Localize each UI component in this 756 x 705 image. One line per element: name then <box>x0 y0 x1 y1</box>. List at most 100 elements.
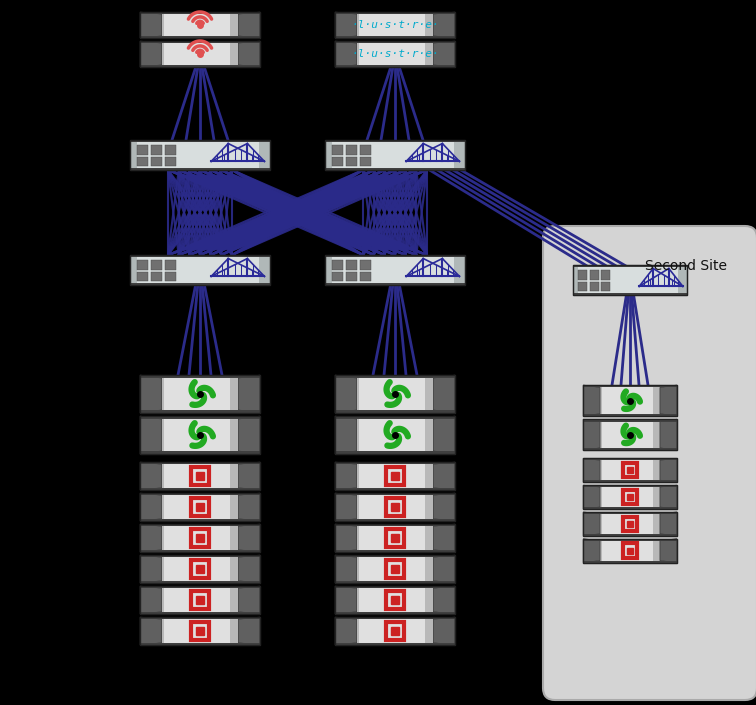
FancyBboxPatch shape <box>140 581 260 583</box>
FancyBboxPatch shape <box>627 521 633 527</box>
Polygon shape <box>583 419 600 450</box>
FancyBboxPatch shape <box>335 410 455 413</box>
Polygon shape <box>238 462 260 490</box>
FancyBboxPatch shape <box>140 462 260 490</box>
FancyBboxPatch shape <box>332 260 343 270</box>
Polygon shape <box>140 416 162 454</box>
FancyBboxPatch shape <box>583 539 677 563</box>
FancyBboxPatch shape <box>360 260 370 270</box>
FancyBboxPatch shape <box>140 451 260 454</box>
FancyBboxPatch shape <box>359 556 425 582</box>
FancyBboxPatch shape <box>335 555 455 557</box>
FancyBboxPatch shape <box>583 458 677 460</box>
FancyBboxPatch shape <box>196 534 204 542</box>
FancyBboxPatch shape <box>335 462 455 490</box>
FancyBboxPatch shape <box>325 140 465 170</box>
FancyBboxPatch shape <box>391 565 399 573</box>
Polygon shape <box>140 12 162 38</box>
Polygon shape <box>140 524 162 552</box>
FancyBboxPatch shape <box>335 586 455 614</box>
FancyBboxPatch shape <box>583 485 677 487</box>
FancyBboxPatch shape <box>359 463 425 489</box>
FancyBboxPatch shape <box>164 587 230 613</box>
FancyBboxPatch shape <box>137 157 148 166</box>
FancyBboxPatch shape <box>164 42 230 66</box>
FancyBboxPatch shape <box>332 272 343 281</box>
FancyBboxPatch shape <box>578 271 587 280</box>
FancyBboxPatch shape <box>359 377 425 411</box>
Polygon shape <box>660 512 677 536</box>
FancyBboxPatch shape <box>140 41 260 43</box>
FancyBboxPatch shape <box>332 142 454 168</box>
FancyBboxPatch shape <box>164 494 230 520</box>
FancyBboxPatch shape <box>602 540 653 561</box>
FancyBboxPatch shape <box>196 596 204 604</box>
Text: ·l·u·s·t·r·e·: ·l·u·s·t·r·e· <box>351 49 439 59</box>
FancyBboxPatch shape <box>164 556 230 582</box>
FancyBboxPatch shape <box>165 157 175 166</box>
FancyBboxPatch shape <box>335 643 455 645</box>
FancyBboxPatch shape <box>151 157 162 166</box>
FancyBboxPatch shape <box>140 550 260 552</box>
Polygon shape <box>660 419 677 450</box>
FancyBboxPatch shape <box>335 586 455 588</box>
FancyBboxPatch shape <box>130 283 270 285</box>
FancyBboxPatch shape <box>583 448 677 450</box>
FancyBboxPatch shape <box>345 145 357 155</box>
FancyBboxPatch shape <box>332 157 343 166</box>
FancyBboxPatch shape <box>140 12 260 38</box>
Polygon shape <box>335 375 357 413</box>
FancyBboxPatch shape <box>335 612 455 614</box>
FancyBboxPatch shape <box>130 168 270 170</box>
Polygon shape <box>433 617 455 645</box>
FancyBboxPatch shape <box>335 462 455 464</box>
FancyBboxPatch shape <box>130 255 270 285</box>
FancyBboxPatch shape <box>140 12 260 14</box>
FancyBboxPatch shape <box>345 272 357 281</box>
FancyBboxPatch shape <box>583 507 677 509</box>
Polygon shape <box>660 539 677 563</box>
FancyBboxPatch shape <box>572 293 687 295</box>
FancyBboxPatch shape <box>140 416 260 419</box>
Polygon shape <box>140 375 162 413</box>
FancyBboxPatch shape <box>196 503 204 511</box>
FancyBboxPatch shape <box>130 140 270 142</box>
FancyBboxPatch shape <box>602 513 653 534</box>
Polygon shape <box>335 12 357 38</box>
FancyBboxPatch shape <box>140 410 260 413</box>
FancyBboxPatch shape <box>601 271 610 280</box>
FancyBboxPatch shape <box>335 65 455 67</box>
FancyBboxPatch shape <box>602 460 653 481</box>
FancyBboxPatch shape <box>140 586 260 614</box>
Polygon shape <box>140 586 162 614</box>
FancyBboxPatch shape <box>140 524 260 526</box>
Polygon shape <box>433 12 455 38</box>
FancyBboxPatch shape <box>325 255 465 257</box>
FancyBboxPatch shape <box>590 271 599 280</box>
FancyBboxPatch shape <box>140 586 260 588</box>
Polygon shape <box>140 462 162 490</box>
FancyBboxPatch shape <box>335 12 455 14</box>
FancyBboxPatch shape <box>164 525 230 551</box>
FancyBboxPatch shape <box>583 458 677 482</box>
FancyBboxPatch shape <box>335 519 455 521</box>
FancyBboxPatch shape <box>583 414 677 416</box>
FancyBboxPatch shape <box>335 617 455 619</box>
Polygon shape <box>238 555 260 583</box>
FancyBboxPatch shape <box>360 157 370 166</box>
Text: Second Site: Second Site <box>645 259 727 273</box>
FancyBboxPatch shape <box>583 539 677 541</box>
FancyBboxPatch shape <box>140 519 260 521</box>
FancyBboxPatch shape <box>165 272 175 281</box>
FancyBboxPatch shape <box>140 493 260 495</box>
FancyBboxPatch shape <box>140 617 260 619</box>
FancyBboxPatch shape <box>137 145 148 155</box>
FancyBboxPatch shape <box>335 524 455 526</box>
Polygon shape <box>140 41 162 67</box>
FancyBboxPatch shape <box>583 534 677 536</box>
FancyBboxPatch shape <box>325 255 465 285</box>
Polygon shape <box>433 586 455 614</box>
FancyBboxPatch shape <box>359 494 425 520</box>
Polygon shape <box>238 586 260 614</box>
Polygon shape <box>433 555 455 583</box>
